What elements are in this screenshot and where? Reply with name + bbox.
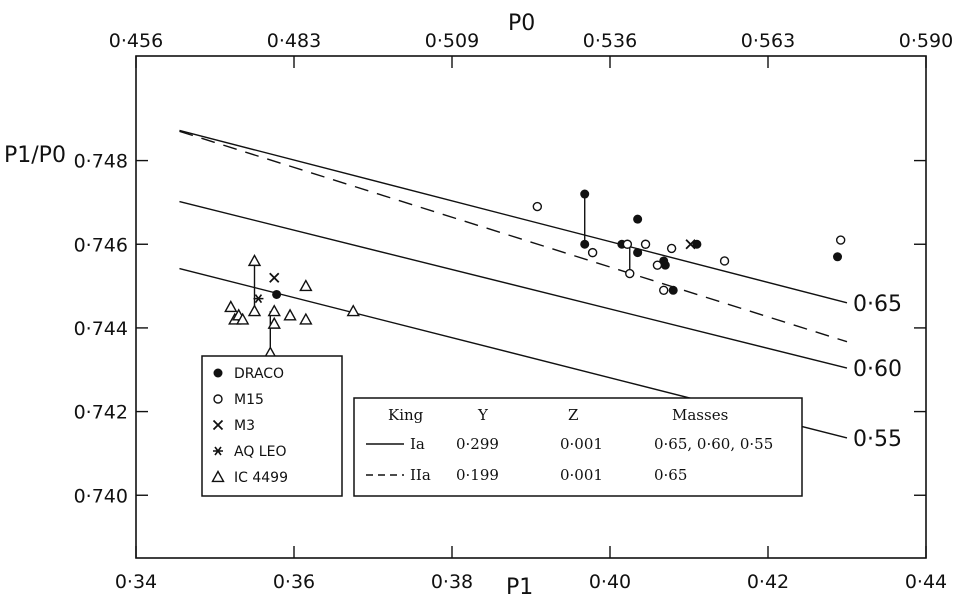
point-m3 — [269, 272, 280, 283]
legend-label-m15: M15 — [234, 392, 264, 408]
y-tick-label: 0·748 — [74, 151, 128, 173]
x-top-tick-label: 0·483 — [267, 30, 321, 52]
top-axis-title: P0 — [508, 11, 535, 36]
point-ic-4499 — [247, 254, 262, 267]
table-row-2-y: 0·199 — [456, 466, 499, 484]
mass-label: 0·60 — [853, 357, 902, 382]
plot-frame — [135, 55, 927, 559]
x-top-tick-label: 0·536 — [583, 30, 637, 52]
table-header-king: King — [388, 406, 424, 424]
point-draco — [668, 285, 678, 295]
point-draco — [580, 239, 590, 249]
point-ic-4499 — [283, 308, 297, 321]
point-m15 — [652, 260, 663, 270]
connector-lines — [253, 194, 631, 354]
point-draco — [692, 239, 702, 249]
x-top-tick-label: 0·563 — [741, 30, 795, 52]
model-line-IIa — [179, 130, 848, 343]
mass-label: 0·65 — [853, 292, 902, 317]
mass-label: 0·55 — [853, 427, 902, 452]
table-row-1-model: Ia — [410, 435, 425, 453]
legend-label-aq-leo: AQ LEO — [234, 444, 286, 460]
point-draco — [660, 260, 670, 270]
table-row-1-z: 0·001 — [560, 435, 603, 453]
legend-label-draco: DRACO — [234, 366, 284, 382]
table-header-y: Y — [477, 406, 489, 424]
model-table: King Y Z Masses Ia 0·299 0·001 0·65, 0·6… — [353, 397, 803, 497]
point-m15 — [587, 247, 598, 258]
y-axis-title: P1/P0 — [4, 143, 66, 168]
legend-label-ic-4499: IC 4499 — [234, 470, 288, 486]
point-m15 — [532, 201, 543, 212]
model-table-box — [353, 397, 803, 497]
point-m15 — [622, 239, 633, 249]
x-bottom-tick-label: 0·36 — [273, 571, 315, 593]
point-m15 — [640, 239, 651, 249]
data-points — [224, 189, 846, 359]
point-draco — [833, 252, 843, 262]
table-header-masses: Masses — [672, 406, 728, 424]
table-row-2-model: IIa — [410, 466, 431, 484]
legend-marker-m3 — [212, 419, 224, 431]
point-draco — [633, 248, 643, 258]
legend-marker-draco — [213, 368, 223, 378]
y-tick-label: 0·746 — [74, 234, 128, 256]
point-draco — [580, 189, 590, 199]
point-draco — [272, 289, 282, 299]
point-ic-4499 — [299, 279, 313, 292]
x-top-tick-label: 0·456 — [109, 30, 163, 52]
table-row-2-z: 0·001 — [560, 466, 603, 484]
point-ic-4499 — [267, 304, 281, 317]
point-ic-4499 — [299, 312, 313, 325]
legend-box — [201, 355, 343, 497]
x-top-tick-label: 0·509 — [425, 30, 479, 52]
legend: DRACO M15 M3 AQ LEO IC 4499 — [201, 355, 343, 497]
model-line-Ia-0·65 — [179, 129, 848, 304]
table-row-1-masses: 0·65, 0·60, 0·55 — [654, 435, 773, 453]
x-bottom-tick-label: 0·34 — [115, 571, 157, 593]
legend-marker-m15 — [213, 394, 223, 404]
point-ic-4499 — [247, 304, 262, 317]
y-tick-label: 0·740 — [74, 485, 128, 507]
point-ic-4499 — [346, 304, 360, 317]
point-ic-4499 — [224, 300, 238, 313]
x-bottom-tick-label: 0·38 — [431, 571, 473, 593]
point-m15 — [625, 268, 635, 279]
point-m15 — [666, 243, 677, 254]
table-row-1-y: 0·299 — [456, 435, 499, 453]
legend-marker-ic-4499 — [211, 470, 225, 483]
x-bottom-tick-label: 0·44 — [905, 571, 947, 593]
point-ic-4499 — [235, 312, 250, 325]
table-row-2-masses: 0·65 — [654, 466, 687, 484]
point-m15 — [719, 256, 730, 266]
point-aq-leo — [253, 294, 264, 304]
point-m3 — [685, 239, 696, 250]
point-m15 — [659, 285, 669, 295]
point-m15 — [835, 235, 846, 245]
model-line-Ia-0·60 — [179, 200, 848, 369]
y-tick-label: 0·744 — [74, 318, 128, 340]
x-top-tick-label: 0·590 — [899, 30, 953, 52]
bottom-axis-title: P1 — [506, 575, 533, 600]
axis-ticks: 0·34 0·36 0·38 0·40 0·42 0·44 0·456 0·483 0·509 0… — [74, 30, 954, 593]
legend-label-m3: M3 — [234, 418, 255, 434]
point-ic-4499 — [267, 316, 281, 329]
x-bottom-tick-label: 0·42 — [747, 571, 789, 593]
x-bottom-tick-label: 0·40 — [589, 571, 631, 593]
point-draco — [633, 214, 643, 224]
legend-marker-aq-leo — [213, 446, 223, 456]
table-header-z: Z — [568, 406, 578, 424]
y-tick-label: 0·742 — [74, 402, 128, 424]
